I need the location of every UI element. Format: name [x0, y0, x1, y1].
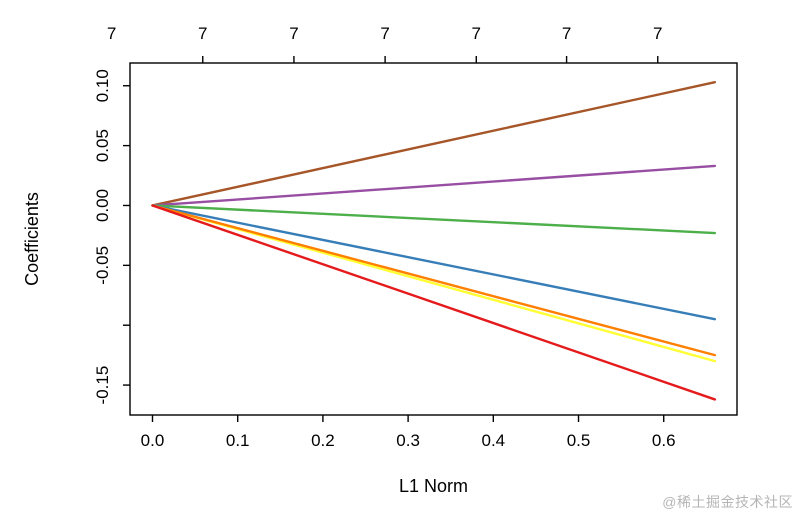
series-line-brown	[151, 80, 717, 207]
y-tick-label: 0.10	[93, 69, 112, 102]
series-line-blue	[151, 204, 717, 321]
plot-border	[129, 62, 738, 416]
top-tick-label: 7	[472, 24, 481, 43]
x-tick-label: 0.5	[567, 431, 591, 450]
y-tick-label: -0.05	[93, 246, 112, 285]
x-tick-label: 0.1	[226, 431, 250, 450]
x-tick-label: 0.4	[481, 431, 505, 450]
y-tick-label: -0.15	[93, 366, 112, 405]
series-line-orange	[151, 204, 717, 357]
x-tick-label: 0.3	[396, 431, 420, 450]
x-tick-label: 0.0	[141, 431, 165, 450]
x-tick-label: 0.2	[311, 431, 335, 450]
series-line-red	[151, 204, 717, 401]
x-tick-label: 0.6	[652, 431, 676, 450]
series-line-green	[151, 204, 717, 235]
x-axis-title: L1 Norm	[399, 476, 468, 496]
y-axis-title: Coefficients	[22, 192, 42, 286]
top-tick-label: 7	[562, 24, 571, 43]
y-tick-label: 0.05	[93, 129, 112, 162]
watermark: @稀土掘金技术社区	[662, 494, 793, 510]
top-tick-label: 7	[198, 24, 207, 43]
top-tick-label: 7	[380, 24, 389, 43]
top-tick-label: 7	[289, 24, 298, 43]
series-line-purple	[151, 164, 717, 207]
top-tick-label: 7	[653, 24, 662, 43]
y-tick-label: 0.00	[93, 189, 112, 222]
top-tick-label: 7	[107, 24, 116, 43]
